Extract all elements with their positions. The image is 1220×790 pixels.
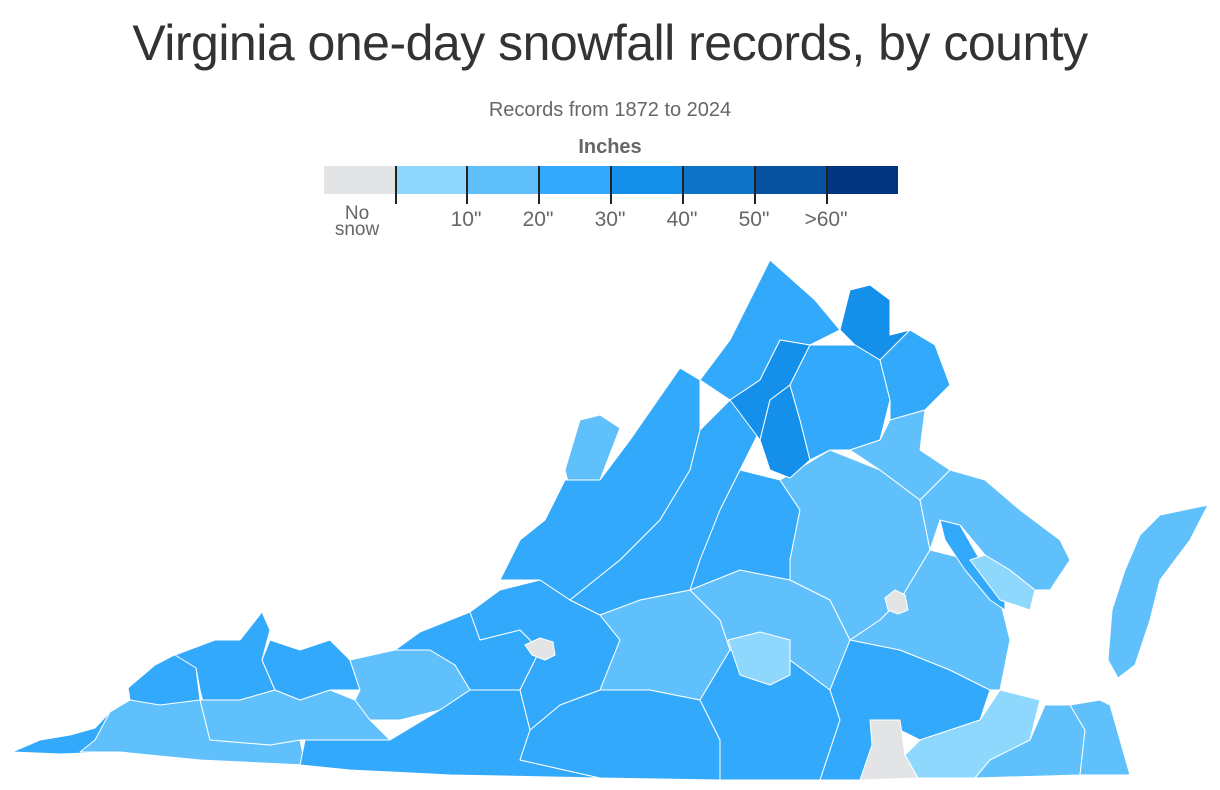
legend-tick <box>682 166 684 204</box>
legend-label-20: 20" <box>522 208 554 231</box>
legend-swatch <box>395 166 468 194</box>
legend-tick <box>466 166 468 204</box>
chart-subtitle: Records from 1872 to 2024 <box>488 99 732 121</box>
legend-swatch <box>539 166 611 194</box>
legend-swatch <box>754 166 827 194</box>
legend-swatch <box>682 166 755 194</box>
legend-swatch <box>324 166 396 194</box>
county-region[interactable] <box>919 469 1071 591</box>
legend-label-10: 10" <box>450 208 482 231</box>
legend-title: Inches <box>578 136 642 158</box>
legend-tick <box>395 166 397 204</box>
county-region[interactable] <box>849 549 1011 691</box>
legend-swatch <box>826 166 898 194</box>
county-region[interactable] <box>879 329 951 421</box>
county-region[interactable] <box>727 631 791 686</box>
legend-tick <box>754 166 756 204</box>
legend-swatch <box>467 166 540 194</box>
county-region[interactable] <box>939 519 1006 611</box>
legend-tick <box>538 166 540 204</box>
chart-title: Virginia one-day snowfall records, by co… <box>132 15 1088 71</box>
legend-swatch <box>611 166 683 194</box>
county-region[interactable] <box>904 689 1041 779</box>
legend-label-40: 40" <box>666 208 698 231</box>
county-region[interactable] <box>1069 699 1131 776</box>
county-region[interactable] <box>524 637 556 661</box>
county-region[interactable] <box>849 409 951 501</box>
county-region[interactable] <box>261 639 361 701</box>
legend-label-30: 30" <box>594 208 626 231</box>
legend-tick <box>610 166 612 204</box>
legend-tick <box>826 166 828 204</box>
legend-label-60plus: >60" <box>804 208 848 231</box>
county-region[interactable] <box>1107 504 1209 679</box>
no-snow-line1: No <box>344 203 370 224</box>
legend-label-no-snow: No snow <box>334 203 380 240</box>
legend-label-50: 50" <box>738 208 770 231</box>
no-snow-line2: snow <box>334 219 380 240</box>
color-legend <box>324 166 898 194</box>
county-region[interactable] <box>884 589 909 615</box>
